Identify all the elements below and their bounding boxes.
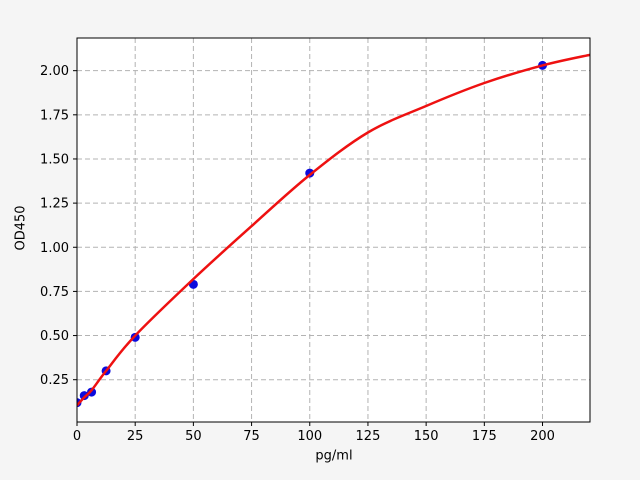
y-axis-label: OD450 [13,205,29,251]
plot-area [77,38,590,422]
x-tick-label: 75 [243,429,260,444]
x-tick-label: 200 [530,429,555,444]
y-tick-label: 0.25 [40,373,69,388]
x-tick-label: 0 [73,429,81,444]
y-tick-label: 2.00 [40,64,69,79]
y-tick-label: 1.25 [40,197,69,212]
x-tick-label: 175 [472,429,497,444]
y-tick-label: 0.50 [40,329,69,344]
y-tick-label: 1.00 [40,241,69,256]
standard-points-marker [79,391,89,401]
axes-spines [76,37,591,423]
x-tick-label: 150 [414,429,439,444]
fit-curve [77,53,590,407]
x-tick-label: 25 [127,429,144,444]
x-tick-label: 100 [297,429,322,444]
x-tick-label: 125 [356,429,381,444]
x-axis-label: pg/ml [315,448,353,464]
y-tick-label: 0.75 [40,285,69,300]
y-tick-label: 1.75 [40,108,69,123]
series-layer [77,53,590,408]
x-tick-label: 50 [185,429,202,444]
y-tick-label: 1.50 [40,152,69,167]
